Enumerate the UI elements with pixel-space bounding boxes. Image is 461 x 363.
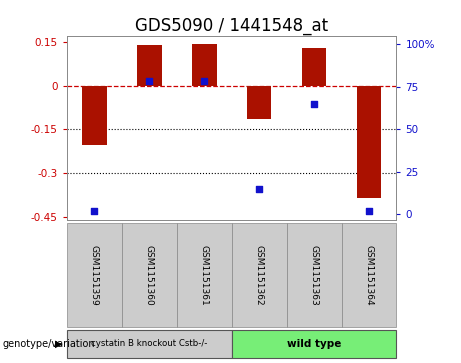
Bar [247, 86, 272, 119]
Bar [192, 44, 217, 86]
Text: cystatin B knockout Cstb-/-: cystatin B knockout Cstb-/- [91, 339, 207, 348]
Point [201, 78, 208, 84]
Point [91, 208, 98, 214]
Text: GSM1151360: GSM1151360 [145, 245, 154, 305]
Point [255, 186, 263, 192]
Text: GSM1151359: GSM1151359 [90, 245, 99, 305]
Bar [82, 86, 106, 146]
Text: GSM1151364: GSM1151364 [365, 245, 373, 305]
Title: GDS5090 / 1441548_at: GDS5090 / 1441548_at [135, 17, 328, 35]
Bar [301, 48, 326, 86]
Bar [137, 45, 162, 86]
Text: wild type: wild type [287, 339, 341, 349]
Text: ▶: ▶ [55, 339, 62, 349]
Point [365, 208, 372, 214]
Text: GSM1151363: GSM1151363 [309, 245, 319, 305]
Point [146, 78, 153, 84]
Text: genotype/variation: genotype/variation [2, 339, 95, 349]
Text: GSM1151362: GSM1151362 [254, 245, 264, 305]
Text: GSM1151361: GSM1151361 [200, 245, 209, 305]
Point [310, 101, 318, 106]
Bar [357, 86, 381, 198]
